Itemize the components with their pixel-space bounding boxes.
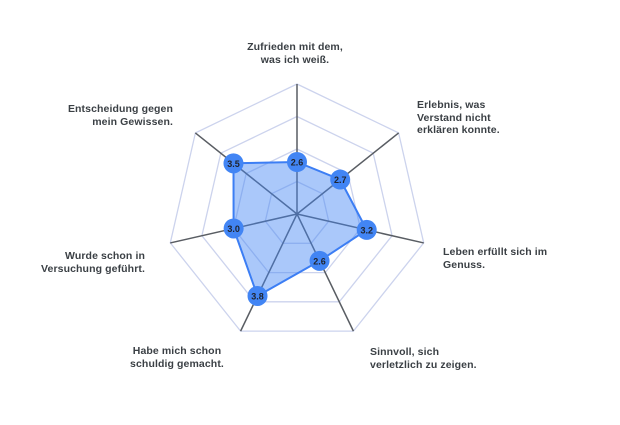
axis-label-line: Wurde schon in	[65, 250, 145, 262]
axis-label-line: Leben erfüllt sich im	[443, 246, 548, 258]
axis-label-line: verletzlich zu zeigen.	[370, 358, 477, 371]
axis-label: Erlebnis, was Verstand nicht erklären konn…	[417, 99, 500, 137]
data-point-badge	[356, 219, 377, 240]
data-point-value: 3.8	[251, 291, 264, 301]
axis-label: Leben erfüllt sich im Genuss.	[443, 246, 547, 271]
data-point-value: 2.7	[334, 175, 347, 185]
axis-label-line: Entscheidung gegen	[67, 103, 173, 115]
axis-label-line: Versuchung geführt.	[41, 262, 145, 275]
axis-label-line: was ich weiß.	[260, 53, 330, 66]
axis-label: Habe mich schon schuldig gemacht.	[130, 345, 224, 370]
data-point-badge	[309, 250, 330, 271]
axis-label-line: Zufrieden mit dem,	[247, 41, 343, 53]
grid-ring	[264, 180, 330, 244]
data-point-value: 3.5	[227, 159, 240, 169]
data-point-value: 3.0	[227, 224, 240, 234]
grid-ring	[201, 115, 393, 303]
data-point-badge	[330, 169, 351, 190]
data-point-value: 3.2	[360, 225, 373, 235]
axis-label-line: Genuss.	[443, 258, 486, 271]
axis-label-line: schuldig gemacht.	[130, 357, 224, 370]
axis-label-line: Erlebnis, was	[417, 99, 486, 111]
data-point-badge	[223, 218, 244, 239]
axis-label: Sinnvoll, sich verletzlich zu zeigen.	[370, 346, 477, 371]
grid-ring	[169, 83, 425, 332]
axis-spoke	[296, 213, 355, 332]
axis-label: Entscheidung gegen mein Gewissen.	[68, 103, 173, 128]
axis-label: Zufrieden mit dem, was ich weiß.	[247, 41, 343, 66]
data-point-badge	[247, 285, 268, 306]
axis-label-line: erklären konnte.	[417, 124, 500, 136]
axis-label-line: Habe mich schon	[132, 345, 222, 357]
axis-spoke	[194, 132, 298, 215]
data-point-badge	[223, 153, 244, 174]
data-point-badge	[287, 152, 307, 172]
data-point-value: 2.6	[291, 158, 304, 168]
axis-label-line: Verstand nicht	[417, 111, 491, 124]
axis-label-line: Sinnvoll, sich	[370, 346, 440, 358]
axis-label-line: mein Gewissen.	[92, 115, 173, 128]
data-point-value: 2.6	[313, 256, 326, 266]
axis-spoke	[239, 213, 298, 332]
axis-label: Wurde schon in Versuchung geführt.	[41, 250, 145, 275]
